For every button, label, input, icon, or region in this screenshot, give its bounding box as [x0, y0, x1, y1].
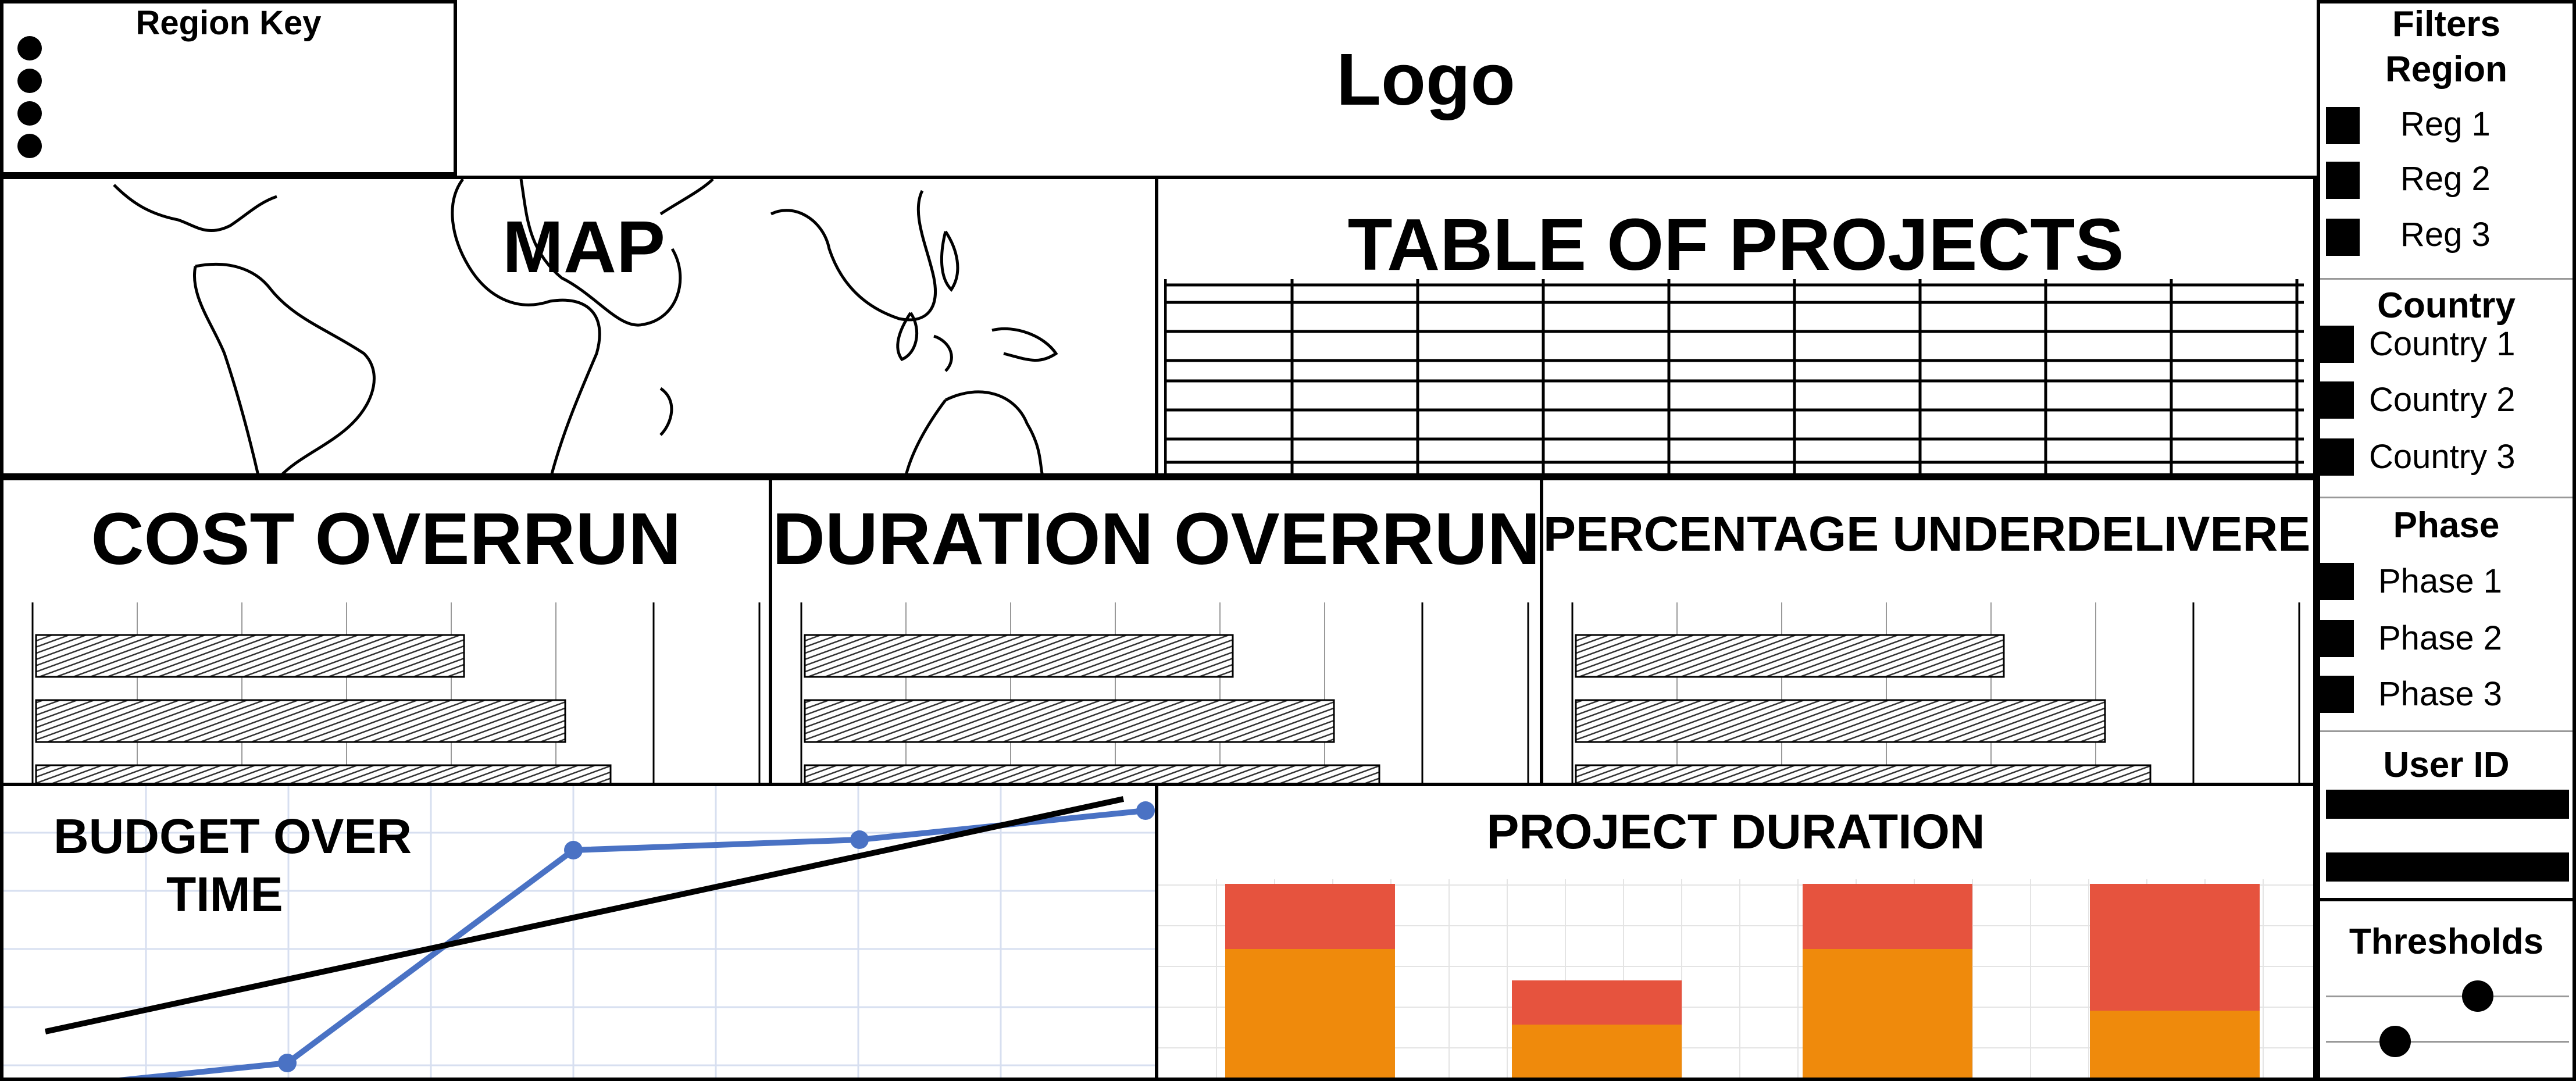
budget-point [850, 830, 869, 849]
duration-bar-bottom [1803, 949, 1972, 1078]
country-filter-label: Country [2377, 286, 2516, 326]
region-option-1: Reg 1 [2400, 105, 2491, 143]
country-option-1: Country 1 [2369, 325, 2516, 363]
cost-overrun-bar [35, 764, 612, 783]
region-option-3: Reg 3 [2400, 216, 2491, 254]
cost-overrun-bar [35, 634, 465, 678]
duration-overrun-bar [804, 634, 1234, 678]
region-key-dot [17, 69, 42, 93]
duration-overrun-title: DURATION OVERRUN [772, 498, 1540, 580]
logo: Logo [1336, 38, 1515, 120]
budget-over-time-chart [3, 786, 1155, 1078]
duration-bar-bottom [1225, 949, 1395, 1078]
duration-overrun-panel: DURATION OVERRUN [769, 477, 1543, 786]
country-option-3: Country 3 [2369, 438, 2516, 476]
user-id-input-2[interactable] [2326, 852, 2569, 882]
phase-checkbox-1[interactable] [2320, 563, 2354, 600]
phase-option-1: Phase 1 [2378, 562, 2502, 600]
projects-table-title: TABLE OF PROJECTS [1347, 204, 2124, 286]
duration-overrun-chart [800, 602, 1529, 783]
project-duration-panel: PROJECT DURATION [1155, 783, 2317, 1081]
duration-overrun-bar [804, 764, 1380, 783]
user-id-input-1[interactable] [2326, 790, 2569, 819]
region-checkbox-3[interactable] [2326, 219, 2360, 256]
filters-sidebar: Filters Region Reg 1 Reg 2 Reg 3 Country… [2317, 0, 2576, 1081]
filter-divider [2320, 497, 2573, 498]
project-duration-title: PROJECT DURATION [1486, 804, 1985, 859]
logo-area: Logo [457, 0, 2317, 176]
region-checkbox-1[interactable] [2326, 107, 2360, 144]
cost-overrun-chart [31, 602, 761, 783]
threshold-slider-thumb-1[interactable] [2462, 980, 2493, 1012]
region-key-dot [17, 134, 42, 158]
threshold-slider-thumb-2[interactable] [2379, 1026, 2411, 1057]
phase-option-2: Phase 2 [2378, 619, 2502, 657]
projects-table-panel: TABLE OF PROJECTS [1155, 176, 2317, 477]
country-checkbox-1[interactable] [2320, 326, 2354, 363]
budget-over-time-title-line2: TIME [166, 867, 283, 922]
budget-point [564, 841, 583, 859]
map-title: MAP [502, 206, 665, 288]
thresholds-divider [2320, 898, 2573, 901]
region-key-dot [17, 36, 42, 60]
percentage-underdelivered-bar [1575, 634, 2005, 678]
region-key-dot [17, 101, 42, 126]
filter-divider [2320, 278, 2573, 280]
phase-checkbox-2[interactable] [2320, 620, 2354, 657]
country-checkbox-2[interactable] [2320, 381, 2354, 419]
phase-checkbox-3[interactable] [2320, 676, 2354, 713]
budget-point [1136, 801, 1155, 820]
phase-filter-label: Phase [2393, 505, 2500, 545]
duration-bar-top [1512, 980, 1682, 1025]
projects-table[interactable] [1164, 279, 2304, 475]
budget-over-time-title-line1: BUDGET OVER [53, 809, 412, 864]
percentage-underdelivered-panel: PERCENTAGE UNDERDELIVERED [1540, 477, 2317, 786]
region-checkbox-2[interactable] [2326, 162, 2360, 199]
country-checkbox-3[interactable] [2320, 438, 2354, 476]
duration-overrun-bar [804, 699, 1335, 743]
thresholds-label: Thresholds [2349, 922, 2544, 962]
percentage-underdelivered-bar [1575, 764, 2152, 783]
filters-title: Filters [2392, 4, 2501, 44]
filter-divider [2320, 730, 2573, 732]
budget-over-time-panel: BUDGET OVER TIME [0, 783, 1158, 1081]
country-option-2: Country 2 [2369, 381, 2516, 419]
user-id-label: User ID [2383, 745, 2510, 785]
region-key-panel: Region Key [0, 0, 457, 176]
threshold-slider-track-2[interactable] [2326, 1041, 2569, 1043]
budget-trend-line [44, 796, 1125, 1034]
percentage-underdelivered-title: PERCENTAGE UNDERDELIVERED [1543, 506, 2317, 561]
project-duration-chart [1158, 879, 2313, 1078]
duration-bar-top [1803, 884, 1972, 949]
percentage-underdelivered-bar [1575, 699, 2106, 743]
cost-overrun-bar [35, 699, 566, 743]
duration-bar-top [1225, 884, 1395, 949]
map-panel[interactable]: MAP [0, 176, 1158, 477]
cost-overrun-panel: COST OVERRUN [0, 477, 772, 786]
duration-bar-top [2090, 884, 2260, 1011]
percentage-underdelivered-chart [1571, 602, 2300, 783]
threshold-slider-track-1[interactable] [2326, 996, 2569, 997]
region-filter-label: Region [2385, 49, 2508, 90]
region-option-2: Reg 2 [2400, 160, 2491, 198]
duration-bar-bottom [2090, 1011, 2260, 1078]
phase-option-3: Phase 3 [2378, 675, 2502, 713]
budget-point [278, 1054, 297, 1072]
cost-overrun-title: COST OVERRUN [91, 498, 682, 580]
region-key-title: Region Key [135, 4, 322, 42]
world-map-outline [113, 179, 1058, 473]
duration-bar-bottom [1512, 1025, 1682, 1078]
